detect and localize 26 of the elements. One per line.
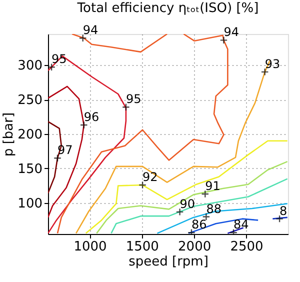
- line-series: [96, 160, 288, 234]
- x-tick-label: 1000: [74, 240, 107, 254]
- annotation: 8: [280, 204, 288, 218]
- x-axis-title: speed [rpm]: [128, 254, 208, 270]
- line-series: [71, 34, 168, 53]
- line-series: [85, 140, 288, 234]
- y-tick-label: 150: [18, 162, 42, 177]
- annotation: 90: [180, 196, 196, 211]
- y-axis-title: p [bar]: [2, 112, 17, 157]
- annotation: 96: [84, 110, 100, 124]
- x-tick-label: 2500: [230, 240, 264, 254]
- line-series: [188, 218, 259, 234]
- x-tick-label: 1500: [126, 240, 159, 254]
- y-tick-label: 250: [18, 93, 42, 108]
- y-tick-label: 300: [18, 58, 42, 74]
- annotation: 84: [234, 218, 249, 232]
- annotation: 94: [82, 23, 98, 38]
- x-tick-label: 2000: [178, 240, 212, 254]
- annotation: 94: [224, 25, 240, 40]
- annotation: 86: [191, 218, 207, 232]
- annotation: 92: [142, 170, 158, 184]
- annotation: 95: [126, 92, 142, 106]
- chart-title: Total efficiency ηₜₒₜ(ISO) [%]: [76, 1, 259, 16]
- y-tick-label: 200: [18, 128, 42, 142]
- y-tick-label: 100: [18, 196, 42, 212]
- annotation: 91: [205, 179, 220, 193]
